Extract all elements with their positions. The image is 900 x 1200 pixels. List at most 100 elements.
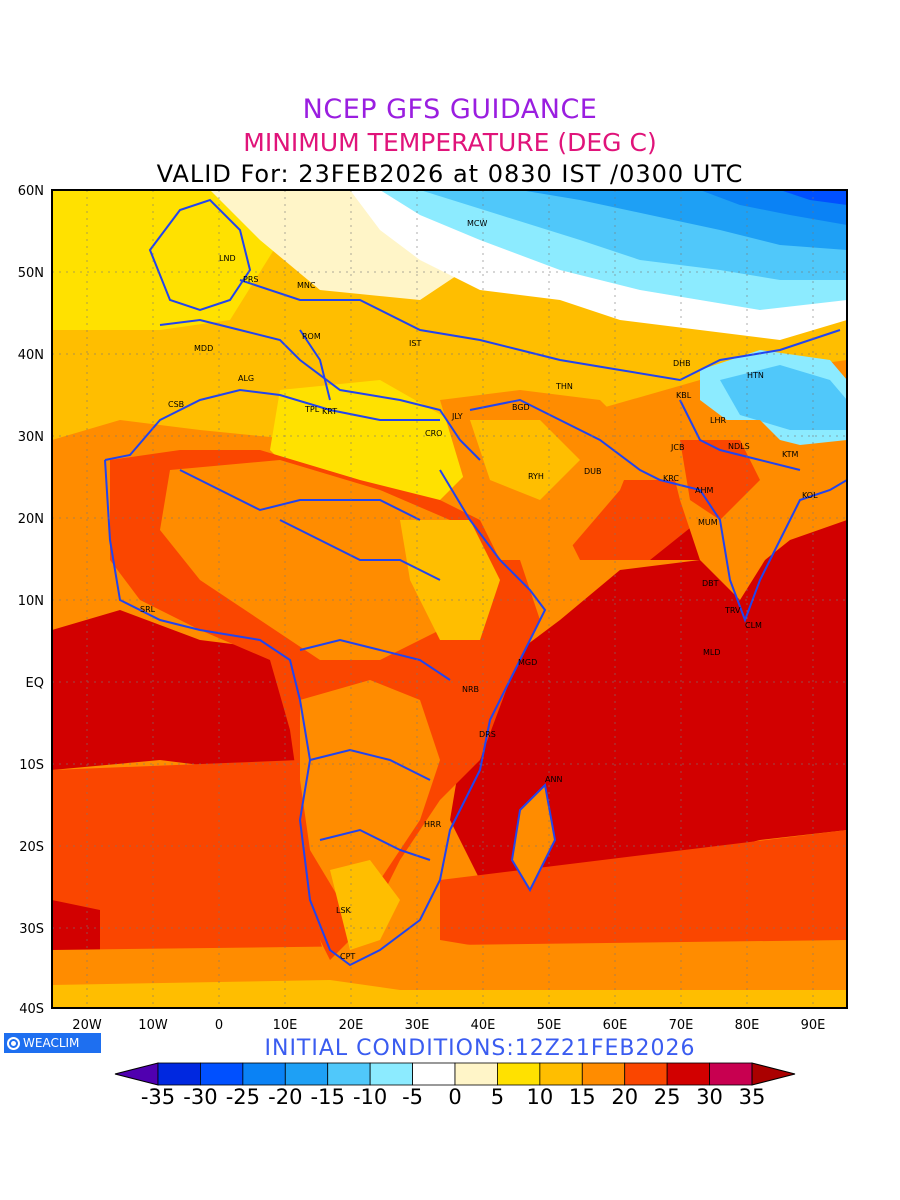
- colorbar-swatch: [581, 1062, 626, 1086]
- lat-label: 20S: [19, 840, 44, 855]
- weaclim-logo: WEACLIM: [4, 1033, 101, 1053]
- city-jly: JLY: [451, 412, 463, 421]
- lat-label: 40N: [18, 348, 44, 363]
- city-ist: IST: [409, 339, 421, 348]
- city-krc: KRC: [663, 474, 679, 483]
- city-htn: HTN: [747, 371, 764, 380]
- city-lnd: LND: [219, 254, 236, 263]
- colorbar-swatch: [200, 1062, 244, 1086]
- colorbar-tick-label: -15: [310, 1085, 345, 1109]
- city-labels: LND PRS MNC MCW MDD ROM IST ALG TPL KRT …: [140, 219, 818, 961]
- city-dub: DUB: [584, 467, 602, 476]
- colorbar-swatch: [624, 1062, 668, 1086]
- lon-label: 70E: [669, 1018, 694, 1033]
- colorbar-tick-label: 25: [653, 1085, 681, 1109]
- city-mgd: MGD: [518, 658, 537, 667]
- colorbar-swatch: [709, 1062, 753, 1086]
- color-bar: [114, 1062, 796, 1086]
- colorbar-swatch: [284, 1062, 329, 1086]
- lon-label: 0: [215, 1018, 223, 1033]
- colorbar-tick-label: 15: [568, 1085, 596, 1109]
- longitude-labels: 20W 10W 0 10E 20E 30E 40E 50E 60E 70E 80…: [72, 1018, 825, 1033]
- colorbar-tick-label: 0: [448, 1085, 462, 1109]
- city-lhr: LHR: [710, 416, 726, 425]
- city-trv: TRV: [724, 606, 741, 615]
- city-clm: CLM: [745, 621, 762, 630]
- colorbar-swatch: [539, 1062, 583, 1086]
- colorbar-left-arrow: [114, 1062, 159, 1086]
- lon-label: 10E: [273, 1018, 298, 1033]
- colorbar-tick-label: -20: [268, 1085, 303, 1109]
- latitude-labels: 60N 50N 40N 30N 20N 10N EQ 10S 20S 30S 4…: [18, 184, 44, 1017]
- city-mdd: MDD: [194, 344, 213, 353]
- lat-label: 10N: [18, 594, 44, 609]
- colorbar-right-arrow: [751, 1062, 796, 1086]
- title-line-2: MINIMUM TEMPERATURE (DEG C): [243, 128, 657, 157]
- lat-label: 30S: [19, 922, 44, 937]
- city-tpl: TPL: [304, 405, 320, 414]
- city-cpt: CPT: [340, 952, 355, 961]
- city-lsk: LSK: [336, 906, 352, 915]
- city-mnc: MNC: [297, 281, 316, 290]
- lon-label: 10W: [138, 1018, 168, 1033]
- city-alg: ALG: [238, 374, 254, 383]
- colorbar-tick-label: 35: [738, 1085, 766, 1109]
- colorbar-swatch: [157, 1062, 201, 1086]
- lat-label: 10S: [19, 758, 44, 773]
- city-drs: DRS: [479, 730, 496, 739]
- city-csb: CSB: [168, 400, 184, 409]
- city-rom: ROM: [302, 332, 321, 341]
- city-prs: PRS: [243, 275, 258, 284]
- city-ryh: RYH: [528, 472, 544, 481]
- city-dhb: DHB: [673, 359, 691, 368]
- lat-label: 30N: [18, 430, 44, 445]
- lon-label: 60E: [603, 1018, 628, 1033]
- title-line-3: VALID For: 23FEB2026 at 0830 IST /0300 U…: [156, 160, 744, 188]
- colorbar-swatch: [412, 1062, 456, 1086]
- city-ann: ANN: [545, 775, 562, 784]
- city-mum: MUM: [698, 518, 718, 527]
- lat-label: 50N: [18, 266, 44, 281]
- colorbar-tick-label: 10: [526, 1085, 554, 1109]
- lon-label: 40E: [471, 1018, 496, 1033]
- colorbar-tick-label: -5: [402, 1085, 424, 1109]
- coastlines: [104, 198, 847, 967]
- city-krt: KRT: [322, 407, 337, 416]
- city-thn: THN: [555, 382, 573, 391]
- lat-label: EQ: [26, 676, 44, 691]
- lon-label: 90E: [801, 1018, 826, 1033]
- city-srl: SRL: [140, 605, 156, 614]
- city-kol: KOL: [802, 491, 818, 500]
- colorbar-tick-label: -30: [183, 1085, 218, 1109]
- city-mcw: MCW: [467, 219, 487, 228]
- colorbar-tick-label: 30: [696, 1085, 723, 1109]
- map-frame: [51, 189, 848, 1009]
- lat-label: 20N: [18, 512, 44, 527]
- logo-circle-icon: [7, 1036, 20, 1050]
- lon-label: 20E: [339, 1018, 364, 1033]
- colorbar-tick-label: -10: [352, 1085, 388, 1109]
- city-mld: MLD: [703, 648, 721, 657]
- city-dbt: DBT: [702, 579, 719, 588]
- city-cro: CRO: [425, 429, 442, 438]
- colorbar-swatch: [369, 1062, 413, 1086]
- lon-label: 50E: [537, 1018, 562, 1033]
- logo-text: WEACLIM: [23, 1036, 80, 1050]
- colorbar-tick-label: 5: [490, 1085, 505, 1109]
- color-bar-labels: -35 -30 -25 -20 -15 -10 -5 0 5 10 15 20 25 30 35: [0, 1085, 900, 1115]
- lon-label: 80E: [735, 1018, 760, 1033]
- lat-label: 60N: [18, 184, 44, 199]
- colorbar-swatch: [242, 1062, 286, 1086]
- title-line-1: NCEP GFS GUIDANCE: [302, 94, 598, 125]
- city-kbl: KBL: [676, 391, 692, 400]
- city-jcb: JCB: [670, 443, 684, 452]
- city-bgd: BGD: [512, 403, 530, 412]
- colorbar-swatch: [497, 1062, 541, 1086]
- city-hrr: HRR: [424, 820, 442, 829]
- city-ktm: KTM: [782, 450, 799, 459]
- lon-label: 30E: [405, 1018, 430, 1033]
- colorbar-tick-label: 20: [611, 1085, 639, 1109]
- lon-label: 20W: [72, 1018, 102, 1033]
- colorbar-swatch: [454, 1062, 498, 1086]
